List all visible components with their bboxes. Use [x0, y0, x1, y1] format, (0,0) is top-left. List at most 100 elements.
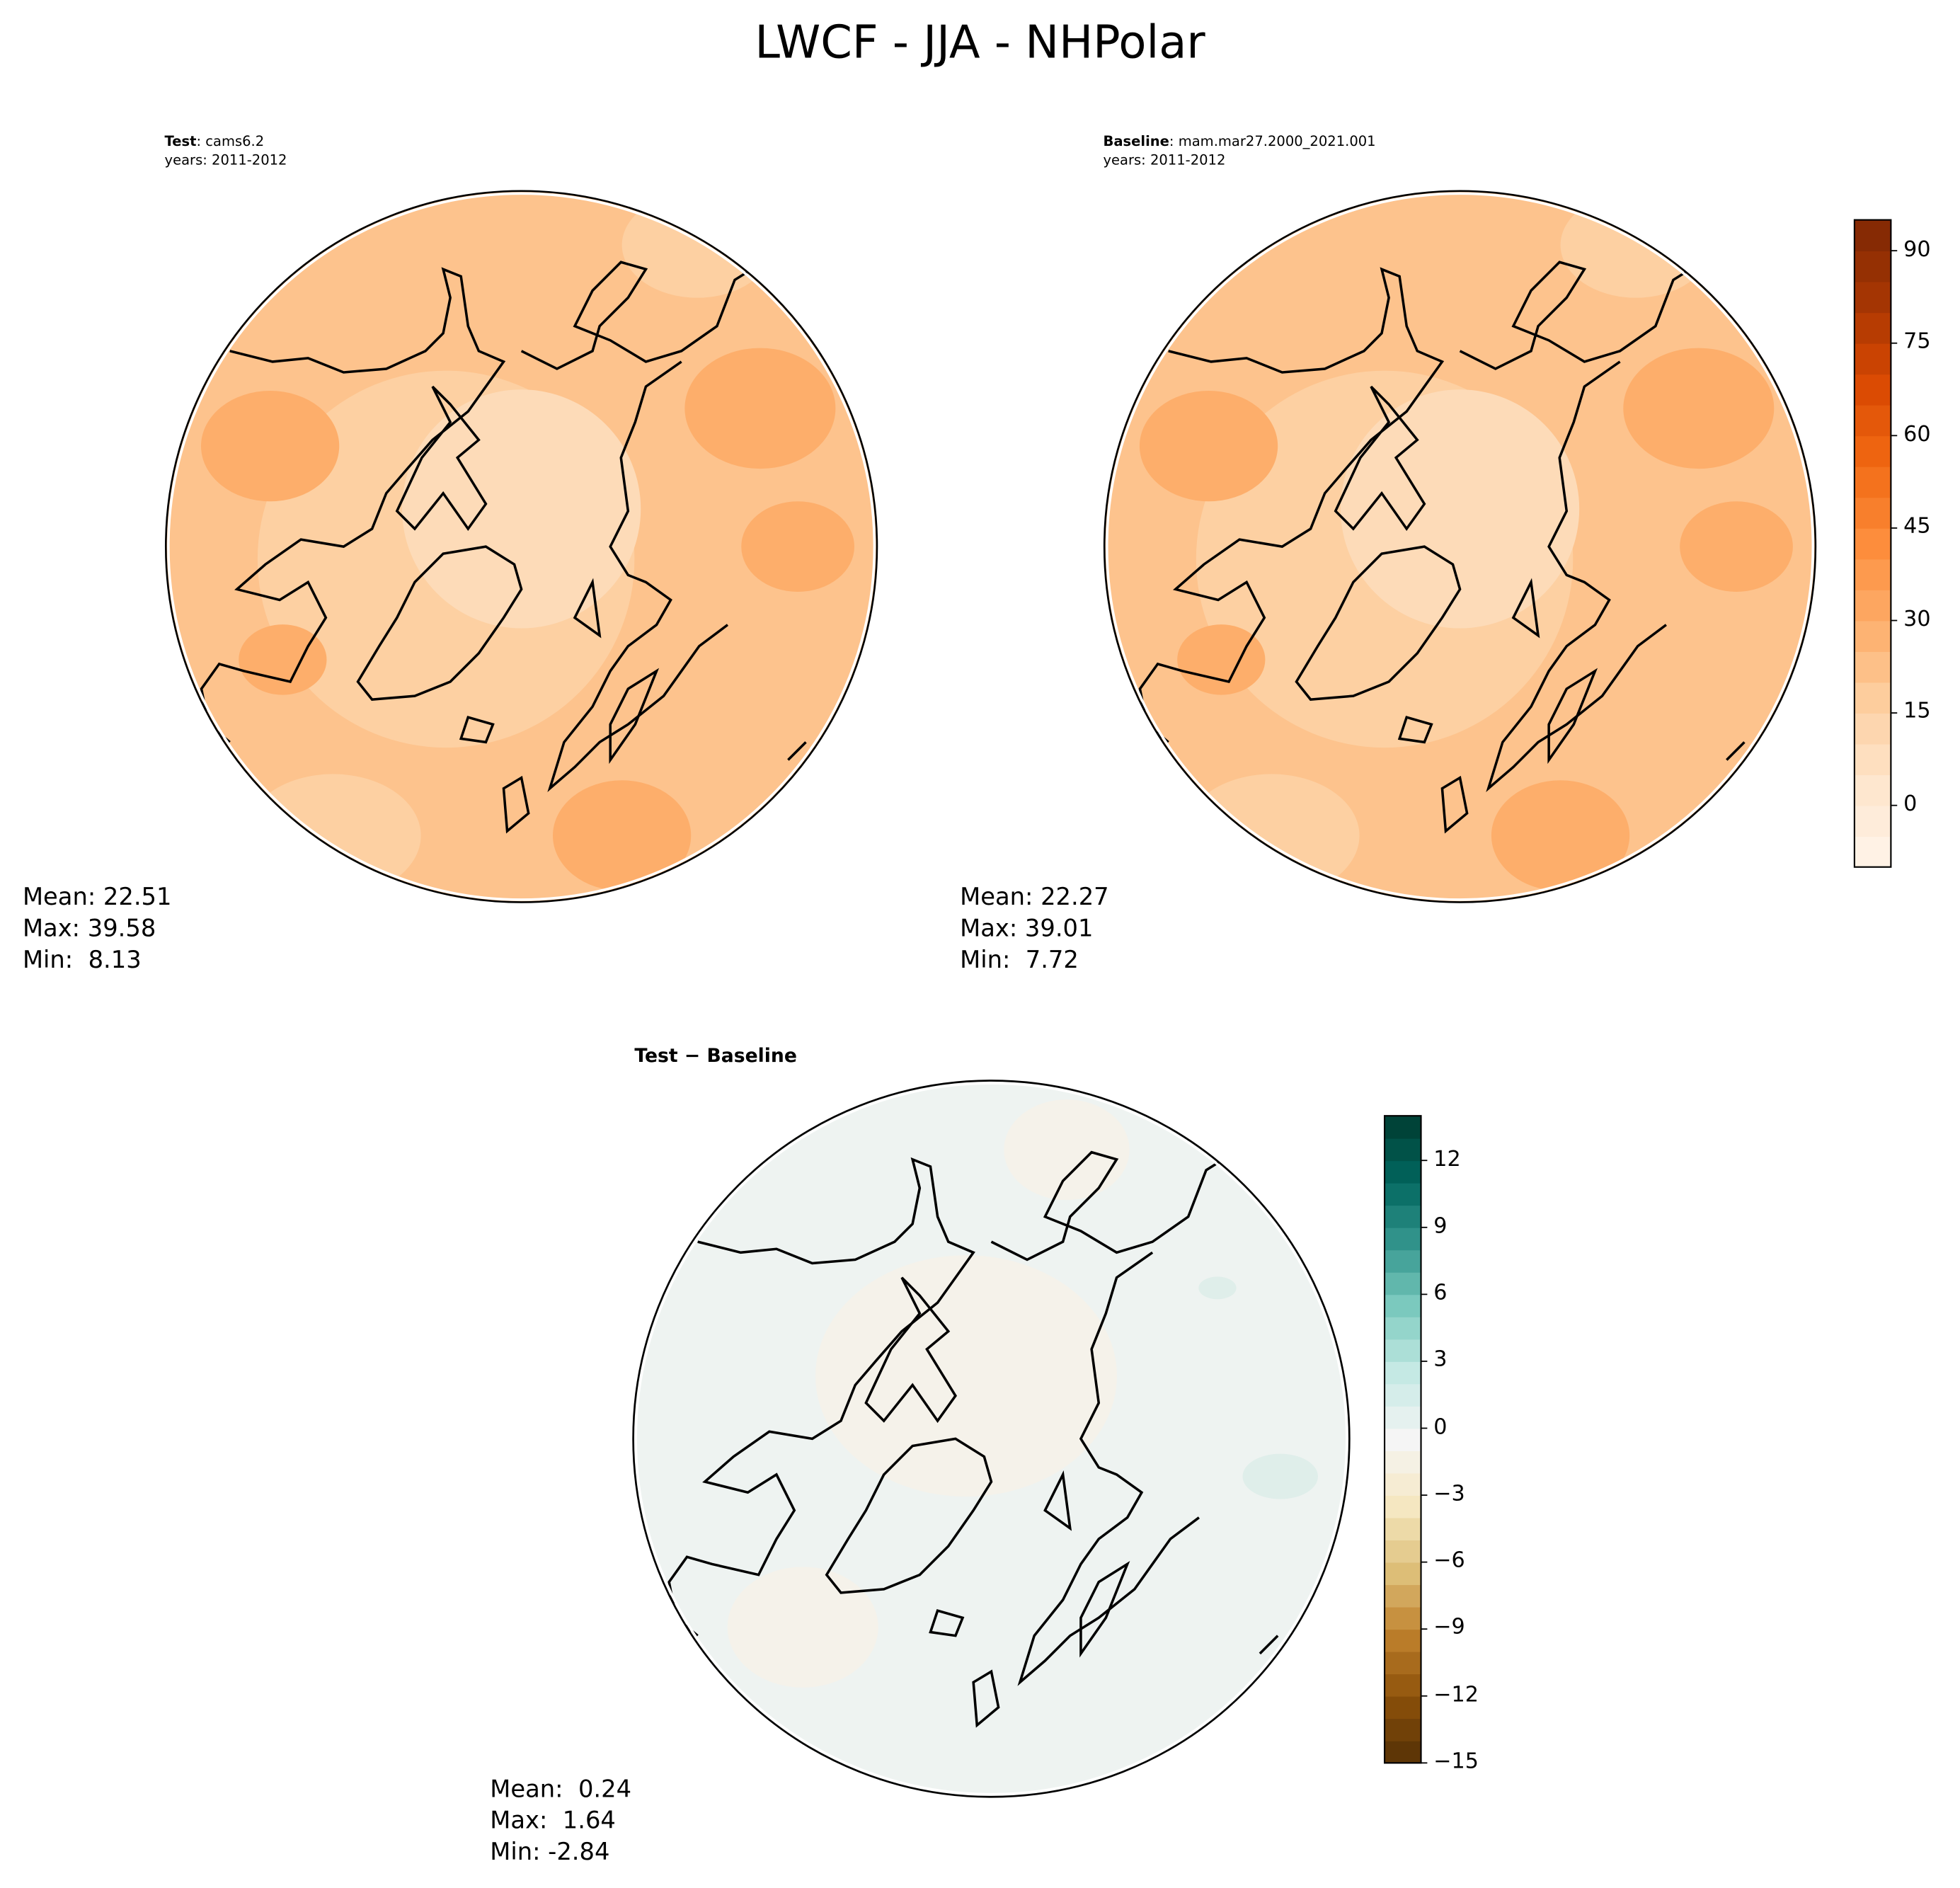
cb2-tick-6: −6: [1433, 1548, 1465, 1574]
colorbar-level: [1854, 743, 1891, 776]
colorbar-level: [1385, 1428, 1421, 1451]
diff-stats: Mean: 0.24 Max: 1.64 Min: -2.84: [490, 1774, 631, 1868]
test-map: [164, 190, 878, 903]
field-contour: [402, 389, 641, 629]
cb0-tick-4: 30: [1903, 606, 1931, 632]
baseline-label: Baseline: [1103, 133, 1169, 150]
colorbar-level: [1854, 836, 1891, 868]
cb2-tick-0: 12: [1433, 1146, 1461, 1172]
diff-colorbar: [1383, 1115, 1428, 1764]
field-contour: [1340, 389, 1580, 629]
colorbar-level: [1385, 1674, 1421, 1697]
map-boundary: [164, 190, 878, 903]
field-contour: [1139, 391, 1278, 502]
map-boundary: [632, 1080, 1351, 1798]
colorbar-level: [1385, 1695, 1421, 1720]
cb0-tick-6: 0: [1903, 791, 1918, 817]
colorbar-level: [1385, 1182, 1421, 1206]
cb2-tick-7: −9: [1433, 1615, 1465, 1641]
diff-mean: Mean: 0.24: [490, 1775, 632, 1804]
colorbar-level: [1385, 1562, 1421, 1586]
cb0-tick-3: 45: [1903, 514, 1931, 539]
field-contour: [1560, 192, 1712, 298]
field-contour: [201, 391, 340, 502]
field-contour: [684, 348, 836, 469]
colorbar-level: [1385, 1227, 1421, 1251]
colorbar-level: [1385, 1517, 1421, 1540]
colorbar-level: [1854, 497, 1891, 529]
field-contour: [1242, 1453, 1318, 1499]
diff-title: Test − Baseline: [634, 1044, 797, 1067]
test-stats: Mean: 22.51 Max: 39.58 Min: 8.13: [23, 882, 172, 976]
colorbar-level: [1854, 219, 1891, 252]
colorbar-level: [1385, 1361, 1421, 1385]
colorbar-level: [1385, 1249, 1421, 1273]
field-contour: [1680, 501, 1793, 593]
colorbar-level: [1854, 805, 1891, 837]
field-contour: [727, 1567, 878, 1688]
field-contour: [621, 192, 773, 298]
colorbar-level: [1385, 1451, 1421, 1474]
field-contour: [1623, 348, 1775, 469]
field-contour: [1491, 780, 1630, 891]
baseline-stats: Mean: 22.27 Max: 39.01 Min: 7.72: [960, 882, 1109, 976]
colorbar-level: [1854, 589, 1891, 622]
colorbar-level: [1385, 1472, 1421, 1496]
cb2-tick-3: 3: [1433, 1347, 1448, 1373]
colorbar-level: [1854, 682, 1891, 714]
colorbar-level: [1385, 1271, 1421, 1295]
test-subtitle: Test: cams6.2 years: 2011-2012: [165, 132, 287, 169]
colorbar-level: [1385, 1629, 1421, 1652]
cb2-tick-5: −3: [1433, 1481, 1465, 1507]
baseline-mean: Mean: 22.27: [960, 883, 1109, 911]
cb0-tick-2: 60: [1903, 421, 1931, 447]
cb0-tick-5: 15: [1903, 699, 1931, 725]
baseline-min: Min: 7.72: [960, 946, 1079, 974]
baseline-years: years: 2011-2012: [1103, 151, 1226, 168]
baseline-map: [1103, 190, 1817, 903]
baseline-max: Max: 39.01: [960, 915, 1094, 943]
colorbar-level: [1385, 1540, 1421, 1563]
colorbar-level: [1854, 713, 1891, 745]
cb2-tick-8: −12: [1433, 1682, 1479, 1707]
colorbar-level: [1385, 1651, 1421, 1675]
colorbar-level: [1854, 774, 1891, 806]
field-contour: [1004, 1099, 1130, 1201]
colorbar-level: [1385, 1405, 1421, 1429]
colorbar-level: [1385, 1495, 1421, 1518]
abs-colorbar: [1853, 219, 1898, 868]
field-contour: [1198, 1276, 1237, 1300]
field-contour: [815, 1255, 1117, 1497]
colorbar-level: [1854, 435, 1891, 467]
diff-max: Max: 1.64: [490, 1807, 616, 1835]
colorbar-level: [1385, 1718, 1421, 1741]
test-max: Max: 39.58: [22, 915, 156, 943]
diff-map: [632, 1080, 1351, 1798]
field-contour: [239, 624, 327, 695]
colorbar-level: [1854, 466, 1891, 498]
diff-min: Min: -2.84: [490, 1838, 610, 1866]
colorbar-level: [1854, 343, 1891, 375]
cb0-tick-0: 90: [1903, 236, 1931, 263]
baseline-subtitle: Baseline: mam.mar27.2000_2021.001 years: …: [1103, 132, 1375, 169]
field-contour: [553, 780, 692, 891]
colorbar-level: [1385, 1740, 1421, 1764]
colorbar-level: [1854, 312, 1891, 344]
test-min: Min: 8.13: [22, 946, 142, 974]
colorbar-level: [1854, 651, 1891, 683]
cb2-tick-1: 9: [1433, 1213, 1448, 1239]
colorbar-level: [1385, 1205, 1421, 1228]
colorbar-frame: [1853, 219, 1892, 868]
colorbar-level: [1385, 1116, 1421, 1139]
colorbar-level: [1385, 1160, 1421, 1184]
map-boundary: [1103, 190, 1817, 903]
cb2-tick-4: 0: [1433, 1414, 1448, 1440]
colorbar-level: [1385, 1383, 1421, 1407]
colorbar-level: [1854, 620, 1891, 652]
colorbar-level: [1854, 559, 1891, 590]
test-case: : cams6.2: [196, 133, 265, 150]
test-mean: Mean: 22.51: [22, 883, 172, 911]
colorbar-level: [1385, 1294, 1421, 1317]
